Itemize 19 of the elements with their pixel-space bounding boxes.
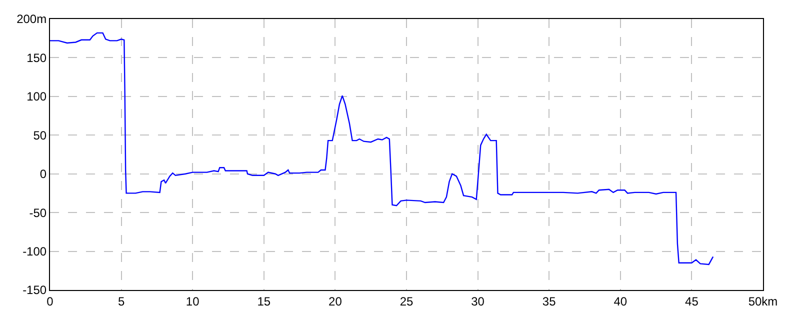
x-tick-label: 35 <box>542 294 556 308</box>
x-tick-label: 50km <box>748 294 778 308</box>
y-tick-label: 150 <box>26 50 47 65</box>
y-tick-label: 50 <box>33 128 47 142</box>
x-tick-label: 40 <box>614 294 628 308</box>
x-tick-label: 5 <box>118 294 125 308</box>
y-tick-label: -50 <box>29 206 47 220</box>
x-tick-label: 45 <box>685 294 699 308</box>
y-tick-label: 200m <box>16 12 47 26</box>
y-tick-label: 100 <box>26 90 47 104</box>
y-tick-label: -100 <box>22 244 47 258</box>
x-tick-label: 25 <box>400 294 414 308</box>
x-tick-label: 20 <box>328 294 342 308</box>
y-tick-label: -150 <box>22 283 47 298</box>
line-series <box>50 32 714 266</box>
x-tick-label: 30 <box>471 294 485 308</box>
x-tick-label: 10 <box>186 294 200 308</box>
y-tick-label: 0 <box>40 167 47 182</box>
x-tick-label: 15 <box>257 294 271 308</box>
